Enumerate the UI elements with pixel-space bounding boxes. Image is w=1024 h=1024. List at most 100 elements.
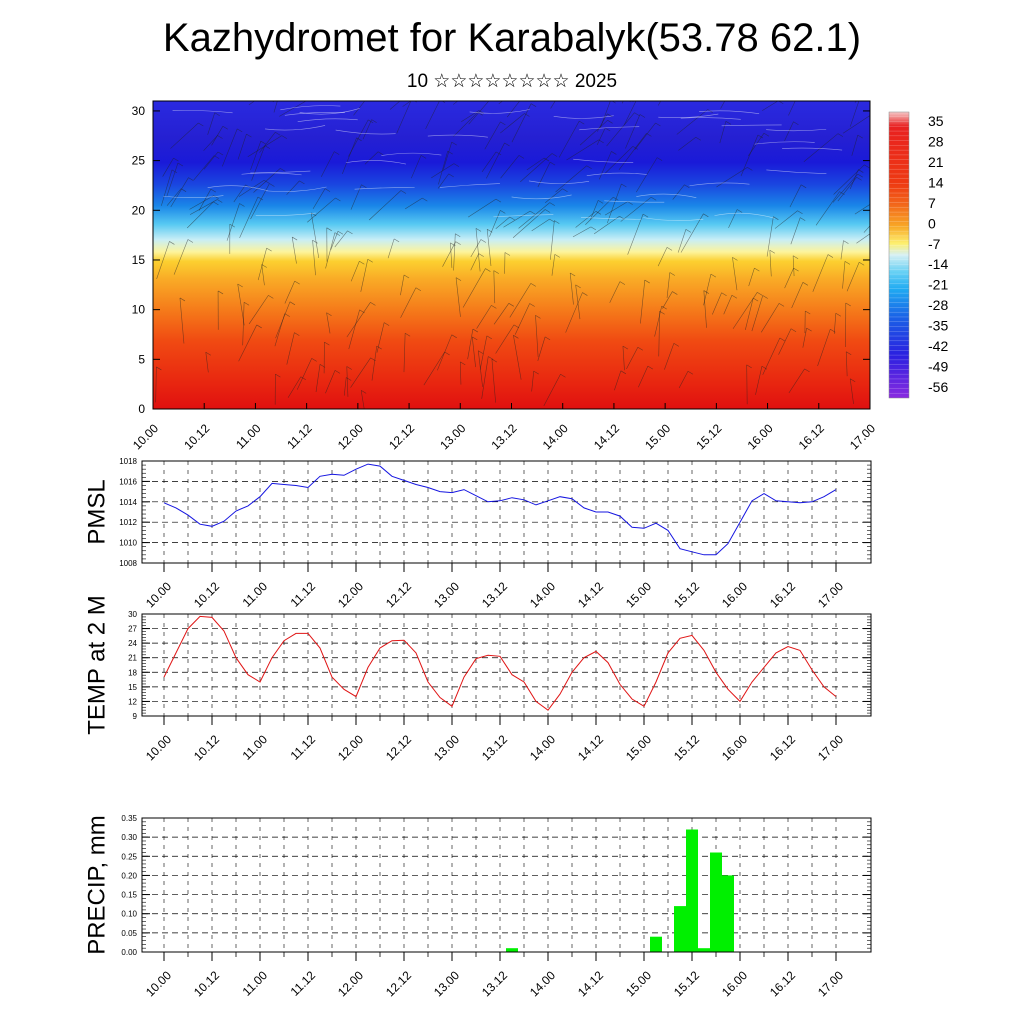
colorbar-label: 28: [928, 133, 944, 149]
colorbar-label: 0: [928, 215, 936, 231]
cross-section-y-tick-label: 20: [132, 203, 146, 217]
cross-section-x-tick-label: 16.12: [796, 421, 827, 452]
precip-bar: [650, 936, 662, 952]
x-tick-label: 16.12: [767, 732, 798, 763]
y-tick-label: 0.30: [121, 833, 137, 842]
cross-section-y-tick-label: 15: [132, 253, 146, 267]
y-tick-label: 30: [128, 610, 137, 619]
x-tick-label: 13.12: [479, 732, 510, 763]
precip-bar: [710, 852, 722, 952]
x-tick-label: 10.00: [143, 732, 174, 763]
x-tick-label: 11.00: [240, 579, 271, 610]
cross-section-y-tick-label: 0: [138, 402, 145, 416]
cross-section-panel: 0 5 10 15 20 25 30 10.00 10.12 11.00 11.12 12.00 12…: [130, 100, 878, 452]
x-tick-label: 15.12: [671, 968, 702, 999]
x-tick-label: 15.12: [671, 579, 702, 610]
x-tick-label: 17.00: [815, 579, 846, 610]
colorbar-label: -28: [928, 297, 948, 313]
x-tick-label: 16.00: [719, 732, 750, 763]
y-tick-label: 1018: [119, 457, 137, 466]
cross-section-x-tick-label: 14.12: [591, 421, 622, 452]
y-tick-label: 1010: [119, 539, 137, 548]
temp-frame: [141, 613, 872, 717]
x-tick-label: 17.00: [815, 968, 846, 999]
precip-bar: [506, 948, 518, 952]
pmsl-series-line: [163, 463, 837, 556]
y-tick-label: 27: [128, 625, 137, 634]
precip-bar: [686, 829, 698, 952]
pmsl-frame: [141, 460, 872, 564]
x-tick-label: 11.00: [240, 968, 271, 999]
colorbar-label: -14: [928, 256, 948, 272]
x-tick-label: 12.00: [335, 579, 366, 610]
precip-panel: 0.35 0.30 0.25 0.20 0.15 0.10 0.05 0.00 10.00 10.…: [83, 814, 872, 999]
cross-section-y-tick-label: 25: [132, 154, 146, 168]
x-tick-label: 15.00: [623, 579, 654, 610]
x-tick-label: 12.00: [335, 968, 366, 999]
chart-title: Kazhydromet for Karabalyk(53.78 62.1): [162, 16, 862, 60]
x-tick-label: 10.00: [143, 579, 174, 610]
cross-section-x-tick-label: 13.12: [488, 421, 519, 452]
x-tick-label: 11.12: [288, 732, 319, 763]
cross-section-y-axis: 0 5 10 15 20 25 30: [132, 104, 870, 416]
chart-subtitle: 10 ☆☆☆☆☆☆☆☆ 2025: [406, 71, 618, 92]
x-tick-label: 16.00: [719, 579, 750, 610]
x-tick-label: 14.12: [575, 732, 606, 763]
x-tick-label: 17.00: [815, 732, 846, 763]
temp-panel: 30 27 24 21 18 15 12 9 10.00 10.12 11.00 11.12 12.00…: [83, 595, 872, 763]
x-tick-label: 12.12: [383, 732, 414, 763]
cross-section-y-tick-label: 5: [138, 352, 145, 366]
x-tick-label: 11.12: [288, 968, 319, 999]
colorbar-label: -35: [928, 318, 948, 334]
cross-section-x-tick-label: 14.00: [540, 421, 571, 452]
cross-section-x-tick-label: 13.00: [437, 421, 468, 452]
temp-ylabel: TEMP at 2 M: [83, 595, 110, 735]
colorbar-label: -7: [928, 236, 941, 252]
x-tick-label: 11.00: [240, 732, 271, 763]
colorbar-label: 7: [928, 195, 936, 211]
y-tick-label: 1016: [119, 477, 137, 486]
x-tick-label: 13.00: [431, 579, 462, 610]
colorbar-label: 35: [928, 113, 944, 129]
colorbar: 35 28 21 14 7 0 -7 -14 -21 -28 -35 -42 -49 -56: [888, 111, 948, 399]
x-tick-label: 16.12: [767, 579, 798, 610]
x-tick-label: 11.12: [288, 579, 319, 610]
temp-series-line: [163, 615, 837, 711]
x-tick-label: 14.12: [575, 579, 606, 610]
x-tick-label: 12.12: [383, 579, 414, 610]
pmsl-ylabel: PMSL: [83, 479, 110, 544]
x-tick-label: 10.12: [191, 579, 222, 610]
x-tick-label: 12.00: [335, 732, 366, 763]
y-tick-label: 18: [128, 668, 137, 677]
y-tick-label: 0.25: [121, 852, 137, 861]
colorbar-label: -56: [928, 379, 948, 395]
x-tick-label: 10.12: [191, 732, 222, 763]
x-tick-label: 14.00: [527, 968, 558, 999]
x-tick-label: 12.12: [383, 968, 414, 999]
cross-section-x-tick-label: 11.12: [284, 421, 315, 452]
y-tick-label: 0.10: [121, 910, 137, 919]
cross-section-x-tick-label: 15.12: [693, 421, 724, 452]
pmsl-panel: 1018 1016 1014 1012 1010 1008 10.00 10.12 11.00 1…: [83, 457, 872, 610]
x-tick-label: 15.00: [623, 732, 654, 763]
colorbar-label: -42: [928, 338, 948, 354]
cross-section-x-tick-label: 12.00: [335, 421, 366, 452]
y-tick-label: 1012: [119, 518, 137, 527]
x-tick-label: 14.00: [527, 732, 558, 763]
precip-ylabel: PRECIP, mm: [83, 815, 110, 955]
y-tick-label: 0.00: [121, 948, 137, 957]
cross-section-x-tick-label: 11.00: [233, 421, 264, 452]
cross-section-x-tick-label: 10.12: [181, 421, 212, 452]
colorbar-label: 21: [928, 154, 944, 170]
x-tick-label: 15.00: [623, 968, 654, 999]
precip-bar: [698, 948, 710, 952]
cross-section-x-axis: 10.00 10.12 11.00 11.12 12.00 12.12 13.00 13.12…: [130, 403, 878, 452]
colorbar-label: -49: [928, 359, 948, 375]
x-tick-label: 16.00: [719, 968, 750, 999]
y-tick-label: 24: [128, 639, 137, 648]
x-tick-label: 14.00: [527, 579, 558, 610]
y-tick-label: 0.35: [121, 814, 137, 823]
x-tick-label: 16.12: [767, 968, 798, 999]
x-tick-label: 13.12: [479, 579, 510, 610]
